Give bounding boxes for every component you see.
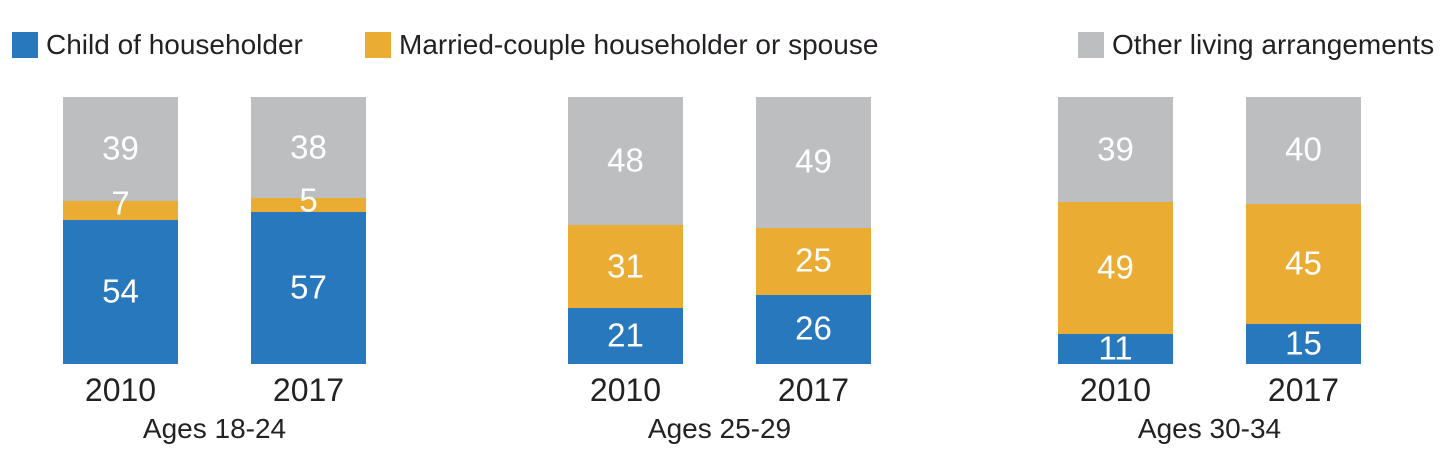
bar-segment: 26 <box>756 294 871 364</box>
segment-value-label: 25 <box>795 241 832 279</box>
year-label: 2017 <box>777 372 850 408</box>
bar-pair: 48 31 21 2010 49 25 26 2017 <box>568 97 871 408</box>
bar-segment: 38 <box>251 97 366 199</box>
year-label: 2010 <box>84 372 157 408</box>
bar-column: 40 45 15 2017 <box>1246 97 1361 408</box>
bar-segment: 49 <box>756 97 871 228</box>
segment-value-label: 49 <box>1097 248 1134 286</box>
bar-segment: 40 <box>1246 97 1361 204</box>
bar-segment: 11 <box>1058 329 1173 367</box>
bar-column: 39 7 54 2010 <box>63 97 178 408</box>
stacked-bar: 39 7 54 <box>63 97 178 364</box>
bar-segment: 54 <box>63 219 178 364</box>
stacked-bar: 49 25 26 <box>756 97 871 364</box>
legend-swatch-icon <box>1078 32 1104 58</box>
bar-segment: 39 <box>63 97 178 202</box>
bar-segment: 45 <box>1246 203 1361 324</box>
segment-value-label: 39 <box>102 129 139 167</box>
legend-swatch-icon <box>365 32 391 58</box>
bar-column: 39 49 11 2010 <box>1058 97 1173 408</box>
bar-segment: 21 <box>568 307 683 364</box>
year-label: 2017 <box>1267 372 1340 408</box>
legend-label: Child of householder <box>46 29 303 60</box>
stacked-bar: 38 5 57 <box>251 97 366 364</box>
segment-value-label: 21 <box>607 316 644 354</box>
segment-value-label: 39 <box>1097 130 1134 168</box>
segment-value-label: 15 <box>1285 324 1322 362</box>
legend-swatch-icon <box>12 32 38 58</box>
segment-value-label: 38 <box>290 128 327 166</box>
bar-segment: 5 <box>251 183 366 218</box>
segment-value-label: 48 <box>607 141 644 179</box>
bar-segment: 48 <box>568 97 683 226</box>
legend-label: Married-couple householder or spouse <box>399 29 879 60</box>
stacked-bar: 40 45 15 <box>1246 97 1361 364</box>
bar-column: 49 25 26 2017 <box>756 97 871 408</box>
bar-pair: 39 7 54 2010 38 5 57 2017 <box>63 97 366 408</box>
legend-item: Married-couple householder or spouse <box>365 29 878 61</box>
segment-value-label: 54 <box>102 272 139 310</box>
group-label: Ages 25-29 <box>647 413 792 445</box>
bar-group: 48 31 21 2010 49 25 26 2017 Ages 25-29 <box>568 97 871 445</box>
bar-column: 48 31 21 2010 <box>568 97 683 408</box>
group-label: Ages 18-24 <box>142 413 287 445</box>
bar-segment: 49 <box>1058 202 1173 335</box>
bar-pair: 39 49 11 2010 40 45 15 2017 <box>1058 97 1361 408</box>
segment-value-label: 31 <box>607 247 644 285</box>
year-label: 2010 <box>589 372 662 408</box>
stacked-bar: 48 31 21 <box>568 97 683 364</box>
legend-item: Other living arrangements <box>1078 29 1434 61</box>
legend-item: Child of householder <box>12 29 303 61</box>
year-label: 2017 <box>272 372 345 408</box>
bar-segment: 57 <box>251 211 366 364</box>
bar-segment: 7 <box>63 186 178 220</box>
bar-segment: 39 <box>1058 97 1173 203</box>
segment-value-label: 57 <box>290 268 327 306</box>
bar-segment: 31 <box>568 225 683 308</box>
segment-value-label: 45 <box>1285 244 1322 282</box>
segment-value-label: 26 <box>795 309 832 347</box>
bar-segment: 25 <box>756 227 871 295</box>
segment-value-label: 11 <box>1098 329 1133 367</box>
bar-segment: 15 <box>1246 323 1361 364</box>
bar-group: 39 7 54 2010 38 5 57 2017 Ages 18-24 <box>63 97 366 445</box>
bar-group: 39 49 11 2010 40 45 15 2017 Ages 30-34 <box>1058 97 1361 445</box>
segment-value-label: 49 <box>795 143 832 181</box>
segment-value-label: 40 <box>1285 131 1322 169</box>
group-label: Ages 30-34 <box>1137 413 1282 445</box>
stacked-bar: 39 49 11 <box>1058 97 1173 367</box>
bar-column: 38 5 57 2017 <box>251 97 366 408</box>
legend-label: Other living arrangements <box>1112 29 1435 60</box>
year-label: 2010 <box>1079 372 1152 408</box>
